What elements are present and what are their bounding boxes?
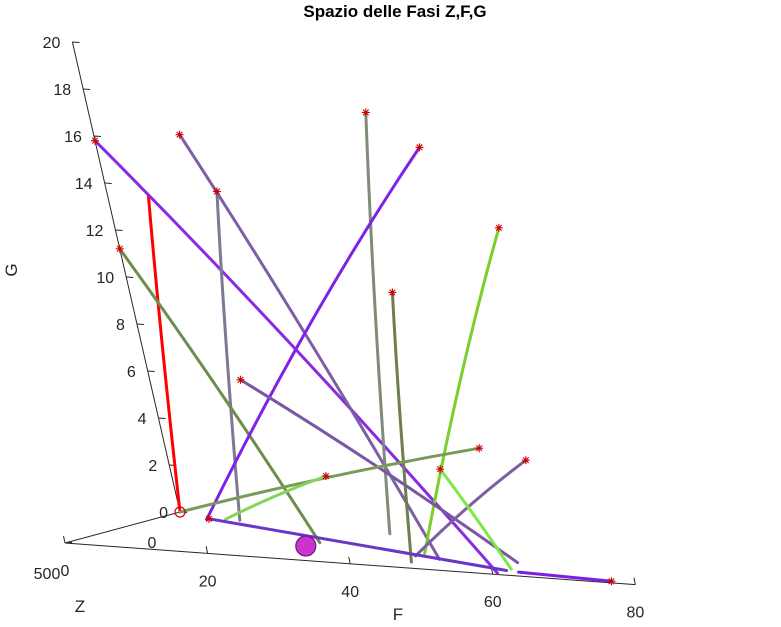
trajectory-line: [178, 446, 481, 514]
y-axis-label: Z: [75, 597, 85, 616]
z-tick-label: 18: [53, 82, 71, 99]
trajectory-line: [224, 474, 328, 521]
start-point-marker: [204, 514, 213, 523]
trajectory-line: [118, 247, 322, 545]
trajectory-line: [517, 570, 613, 583]
z-tick-mark: [126, 276, 134, 278]
markers-group: [90, 108, 616, 586]
start-point-marker: [90, 136, 99, 145]
trajectory-line: [207, 517, 509, 572]
z-tick-mark: [83, 88, 91, 90]
start-point-marker: [115, 244, 124, 253]
x-tick-label: 60: [484, 594, 502, 611]
trajectory-line: [205, 145, 421, 521]
z-axis-label: G: [2, 263, 21, 276]
z-tick-mark: [115, 229, 123, 231]
x-tick-label: 20: [199, 573, 217, 590]
y-tick-label: 500: [34, 566, 61, 583]
x-axis-label: F: [393, 605, 403, 624]
z-tick-label: 8: [116, 317, 125, 334]
trajectory-line: [423, 226, 501, 555]
y-tick-label: 0: [148, 535, 157, 552]
z-tick-label: 16: [64, 129, 82, 146]
y-axis-line: [64, 511, 181, 544]
start-point-marker: [388, 288, 397, 297]
x-tick-mark: [348, 556, 351, 564]
start-point-marker: [321, 472, 330, 481]
trajectory-line: [414, 458, 528, 558]
z-tick-label: 10: [96, 270, 114, 287]
start-point-marker: [175, 130, 184, 139]
trajectory-line: [146, 194, 182, 514]
x-tick-mark: [63, 535, 66, 544]
start-point-marker: [494, 223, 503, 232]
start-point-marker: [361, 108, 370, 117]
z-tick-mark: [72, 41, 80, 43]
trajectory-line: [215, 190, 242, 522]
equilibrium-point: [295, 535, 317, 557]
trajectory-line: [438, 467, 513, 571]
z-tick-label: 12: [86, 223, 104, 240]
x-tick-mark: [205, 546, 209, 554]
x-tick-label: 40: [341, 584, 359, 601]
series-group: [93, 111, 613, 583]
z-tick-label: 2: [148, 458, 157, 475]
chart-title: Spazio delle Fasi Z,F,G: [303, 2, 486, 21]
trajectory-line: [364, 111, 392, 536]
z-tick-label: 14: [75, 176, 93, 193]
z-tick-mark: [147, 370, 155, 372]
start-point-marker: [607, 577, 616, 586]
x-tick-mark: [633, 577, 636, 585]
start-point-marker: [475, 444, 484, 453]
z-tick-label: 20: [43, 35, 61, 52]
trajectory-line: [239, 378, 520, 565]
z-tick-mark: [104, 182, 112, 184]
z-tick-label: 6: [127, 364, 136, 381]
start-point-marker: [436, 465, 445, 474]
z-tick-mark: [136, 323, 144, 325]
trajectory-line: [390, 290, 413, 564]
start-point-marker: [521, 456, 530, 465]
start-point-marker: [415, 143, 424, 152]
y-tick-mark: [64, 541, 73, 544]
z-tick-mark: [158, 417, 166, 419]
x-tick-label: 0: [61, 563, 70, 580]
start-point-marker: [212, 187, 221, 196]
z-tick-mark: [93, 135, 101, 137]
start-point-marker: [236, 375, 245, 384]
x-tick-label: 80: [627, 605, 645, 622]
start-point-marker: [174, 506, 186, 518]
z-tick-label: 0: [159, 505, 168, 522]
z-tick-label: 4: [138, 411, 147, 428]
